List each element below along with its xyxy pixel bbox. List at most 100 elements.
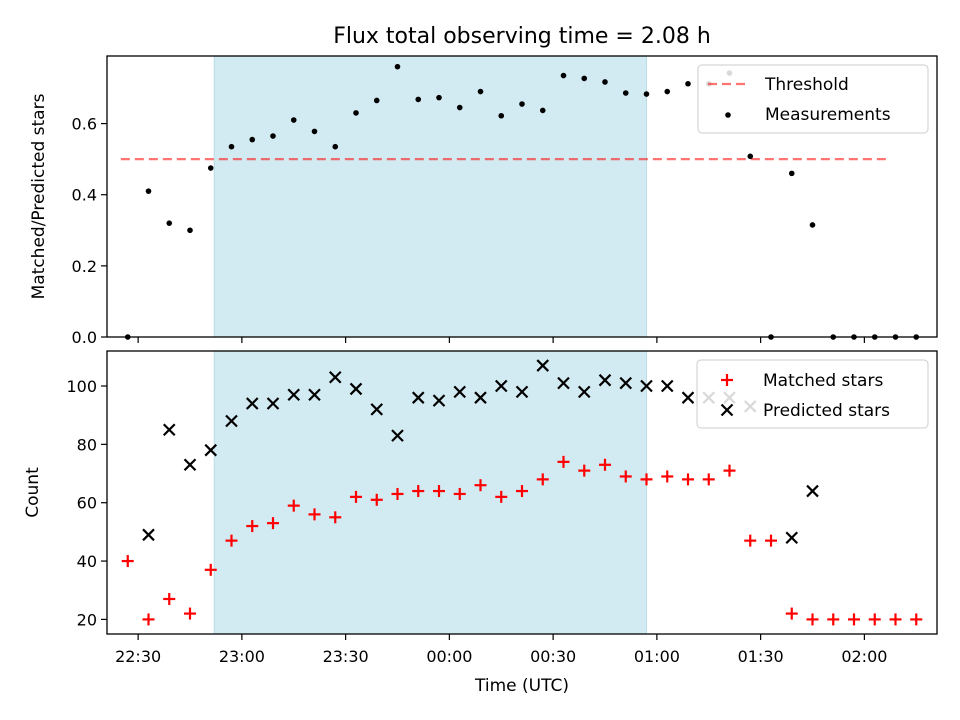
matched-star-point — [329, 511, 342, 524]
matched-star-point — [723, 464, 736, 477]
count-points — [121, 359, 923, 626]
marker-stroke — [204, 443, 218, 457]
marker-stroke — [474, 391, 487, 404]
matched-star-point — [163, 592, 176, 605]
predicted-star-point — [142, 528, 155, 542]
measurement-point — [207, 165, 214, 171]
measurement-point — [788, 170, 795, 177]
marker-stroke — [370, 403, 384, 416]
matched-star-point — [287, 499, 300, 512]
marker-stroke — [577, 385, 591, 399]
ratio-frame — [106, 55, 938, 338]
count-y-axis: 20 40 60 80 100 — [66, 377, 107, 629]
matched-star-point — [640, 473, 653, 486]
measurement-point — [519, 101, 525, 107]
matched-star-point — [661, 470, 674, 483]
y-tick-label: 60 — [77, 494, 97, 513]
predicted-star-point — [266, 397, 280, 410]
marker-stroke — [432, 394, 446, 407]
x-tick-label: 01:30 — [738, 647, 784, 666]
figure-title: Flux total observing time = 2.08 h — [333, 24, 711, 49]
matched-star-point — [246, 520, 259, 533]
predicted-star-point — [681, 391, 695, 404]
legend-matched-label: Matched stars — [763, 371, 883, 391]
x-tick-label: 02:00 — [841, 647, 887, 666]
marker-stroke — [308, 388, 321, 402]
count-x-axis: 22:30 23:00 23:30 00:00 00:30 01:00 01:30 02:00 — [115, 634, 887, 666]
marker-stroke — [183, 458, 197, 472]
count-y-label: Count — [23, 467, 43, 518]
matched-star-point — [121, 555, 134, 568]
predicted-star-point — [245, 397, 259, 410]
measurement-point — [311, 128, 318, 135]
legend-predicted-label: Predicted stars — [763, 401, 890, 421]
ratio-y-label: Matched/Predicted stars — [29, 93, 49, 299]
matched-star-point — [889, 613, 902, 626]
matched-star-point — [204, 563, 217, 576]
matched-star-point — [453, 487, 466, 500]
matched-star-point — [495, 490, 508, 503]
marker-stroke — [266, 397, 280, 410]
predicted-star-point — [640, 379, 653, 393]
marker-stroke — [391, 429, 404, 442]
x-tick-label: 00:30 — [530, 647, 576, 666]
matched-star-point — [433, 485, 445, 498]
measurement-point — [539, 107, 546, 114]
y-tick-label: 80 — [77, 435, 97, 454]
legend-cross-marker — [720, 403, 734, 417]
matched-star-point — [599, 458, 611, 471]
measurement-point — [560, 72, 567, 79]
measurement-point — [373, 97, 380, 104]
marker-stroke — [142, 528, 155, 542]
x-tick-label: 23:00 — [219, 647, 265, 666]
ratio-x-ticks — [137, 337, 865, 343]
matched-star-point — [806, 613, 819, 626]
marker-stroke — [720, 403, 734, 417]
marker-stroke — [660, 379, 674, 393]
matched-star-point — [142, 613, 155, 626]
legend-matched-swatch — [721, 374, 733, 386]
predicted-star-point — [225, 414, 238, 428]
marker-stroke — [598, 373, 612, 387]
measurement-point — [270, 133, 276, 139]
marker-stroke — [681, 391, 695, 404]
matched-star-point — [308, 508, 321, 521]
ratio-panel: 0.0 0.2 0.4 0.6 Threshold Measurements Matc… — [29, 55, 938, 347]
matched-star-point — [184, 607, 196, 620]
predicted-star-point — [785, 531, 799, 544]
marker-stroke — [494, 379, 508, 393]
predicted-star-point — [494, 379, 508, 393]
y-tick-label: 0.6 — [72, 115, 97, 134]
x-tick-label: 00:00 — [426, 647, 472, 666]
marker-stroke — [557, 376, 570, 390]
matched-star-point — [682, 473, 694, 486]
marker-stroke — [225, 414, 238, 428]
matched-star-point — [350, 490, 362, 503]
predicted-star-point — [619, 376, 633, 390]
ratio-legend-box — [697, 64, 929, 134]
count-frame — [106, 350, 938, 635]
ratio-legend: Threshold Measurements — [697, 64, 929, 134]
count-legend-box — [696, 359, 929, 429]
matched-star-point — [391, 487, 404, 500]
matched-star-point — [848, 613, 860, 626]
marker-stroke — [245, 397, 259, 410]
predicted-star-point — [328, 370, 342, 384]
measurement-point — [166, 220, 173, 226]
marker-stroke — [536, 359, 550, 372]
measurement-point — [353, 110, 359, 116]
predicted-star-point — [287, 388, 301, 402]
predicted-star-point — [557, 376, 570, 390]
x-tick-label: 23:30 — [323, 647, 369, 666]
measurement-point — [187, 227, 193, 234]
matched-star-point — [370, 493, 383, 506]
marker-stroke — [287, 388, 301, 402]
matched-star-point — [702, 473, 715, 486]
marker-stroke — [349, 382, 363, 396]
x-axis-label: Time (UTC) — [474, 676, 569, 696]
marker-stroke — [640, 379, 653, 393]
predicted-star-point — [204, 443, 218, 457]
matched-star-point — [765, 534, 777, 547]
predicted-star-point — [660, 379, 674, 393]
legend-predicted-swatch — [720, 403, 734, 417]
